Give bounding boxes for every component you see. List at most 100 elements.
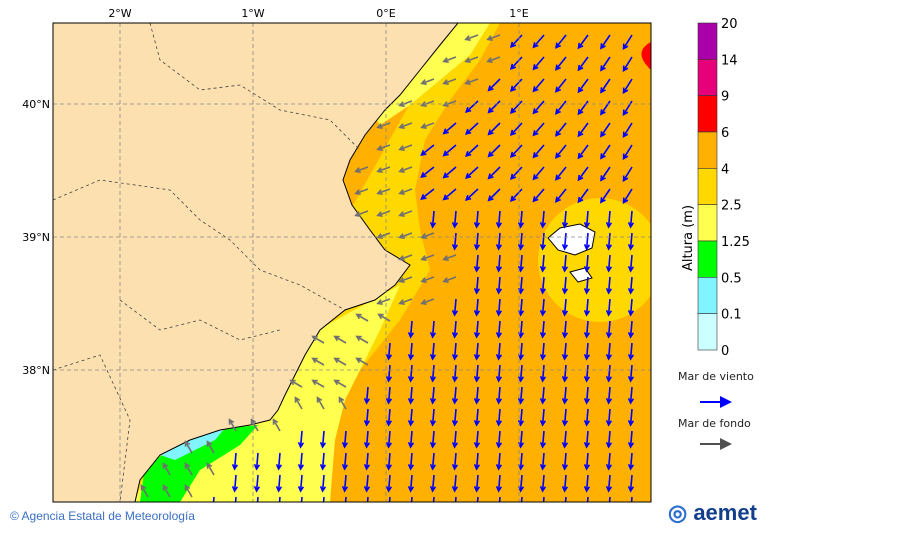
wind-sea-arrow	[600, 122, 611, 138]
wind-sea-arrow	[583, 364, 591, 383]
swell-arrow	[184, 484, 193, 498]
wind-sea-arrow	[577, 122, 589, 138]
wind-sea-arrow	[495, 408, 503, 427]
wind-sea-arrow	[509, 166, 523, 180]
swell-arrow	[355, 335, 369, 344]
wind-sea-arrow	[627, 298, 635, 317]
swell-arrow	[354, 166, 369, 173]
wind-sea-label: Mar de viento	[678, 370, 754, 383]
colorbar-segment	[697, 59, 718, 96]
wind-sea-arrow	[539, 232, 547, 251]
wind-sea-arrow	[509, 122, 523, 136]
wind-sea-arrow	[442, 188, 457, 201]
wind-sea-arrow	[407, 320, 415, 339]
swell-arrow	[420, 122, 435, 129]
colorbar-tick-label: 0.5	[721, 271, 742, 286]
swell-arrow	[162, 462, 171, 476]
sea-red	[641, 42, 651, 70]
swell-arrow	[316, 396, 325, 410]
wind-sea-arrow	[363, 386, 371, 405]
colorbar-tick-label: 0	[721, 344, 729, 359]
swell-arrow	[250, 418, 259, 432]
wind-sea-arrow	[627, 386, 635, 405]
wind-sea-arrow	[622, 122, 633, 139]
wind-sea-arrow	[385, 386, 393, 405]
wind-sea-arrow	[432, 496, 435, 502]
swell-arrow	[376, 298, 391, 305]
colorbar-segment	[697, 131, 718, 169]
swell-arrow	[376, 232, 391, 239]
swell-arrow	[420, 298, 435, 305]
wind-sea-arrow	[495, 254, 503, 273]
wind-sea-arrow	[532, 34, 545, 49]
wind-sea-arrow	[363, 408, 371, 427]
swell-arrow	[420, 100, 435, 107]
wind-sea-arrow	[429, 342, 437, 361]
wind-sea-arrow	[465, 100, 479, 113]
wind-sea-arrow	[622, 34, 633, 51]
wind-sea-arrow	[407, 452, 415, 471]
wind-sea-arrow	[583, 386, 591, 405]
wind-sea-arrow	[495, 210, 503, 229]
colorbar-title: Altura (m)	[681, 205, 696, 271]
wind-sea-arrow	[407, 474, 415, 493]
wind-sea-arrow	[605, 408, 613, 427]
wind-sea-arrow	[605, 342, 613, 361]
wind-sea-arrow	[605, 298, 613, 317]
swell-arrow	[355, 357, 369, 366]
swell-arrow	[420, 78, 435, 85]
wind-sea-arrow	[600, 34, 611, 50]
wind-sea-arrow	[385, 342, 393, 361]
wind-sea-arrow	[495, 474, 503, 493]
colorbar-tick-label: 0.1	[721, 308, 742, 323]
wind-sea-arrow	[577, 144, 589, 160]
wind-sea-arrow	[278, 496, 281, 502]
wind-sea-arrow	[495, 232, 503, 251]
colorbar-tick-label: 4	[721, 162, 729, 177]
wind-sea-arrow	[465, 166, 479, 179]
swell-arrow	[442, 276, 457, 283]
wind-sea-arrow	[509, 78, 523, 92]
wind-sea-arrow	[577, 100, 589, 116]
wind-sea-arrow	[583, 474, 591, 493]
wind-sea-arrow	[275, 452, 283, 471]
wind-sea-arrow	[487, 188, 501, 202]
wind-sea-arrow	[539, 430, 547, 449]
swell-arrow	[333, 379, 347, 388]
wind-sea-arrow	[517, 254, 525, 273]
wind-sea-arrow	[561, 342, 569, 361]
map-frame	[52, 22, 652, 503]
wind-sea-arrow	[275, 474, 283, 493]
wind-sea-arrow	[577, 78, 589, 94]
swell-arrow	[398, 298, 413, 305]
wind-sea-arrow	[539, 210, 547, 229]
wind-sea-arrow	[517, 232, 525, 251]
wind-sea-arrow	[465, 122, 479, 135]
wind-sea-arrow	[605, 210, 613, 229]
wind-sea-arrow	[555, 188, 567, 203]
swell-arrow	[377, 313, 391, 322]
wind-sea-arrow	[539, 452, 547, 471]
wind-sea-arrow	[622, 100, 633, 117]
wind-sea-arrow	[539, 408, 547, 427]
wind-sea-arrow	[605, 474, 613, 493]
lon-label: 1°E	[509, 7, 528, 20]
sea-green	[140, 425, 258, 502]
wind-sea-arrow	[366, 496, 369, 502]
wind-sea-arrow	[429, 386, 437, 405]
swell-arrow	[398, 254, 413, 261]
swell-arrow	[162, 484, 171, 498]
wind-sea-arrow	[583, 298, 591, 317]
wind-sea-arrow	[600, 56, 611, 72]
wind-sea-arrow	[451, 364, 459, 383]
sea-yellow-north	[370, 23, 490, 125]
colorbar-segment	[697, 313, 718, 351]
swell-arrow	[442, 56, 457, 63]
wind-sea-arrow	[495, 386, 503, 405]
wind-sea-arrow	[517, 364, 525, 383]
wind-sea-arrow	[407, 430, 415, 449]
wind-sea-arrow	[605, 364, 613, 383]
lat-label: 40°N	[22, 98, 50, 111]
wind-sea-arrow	[622, 56, 633, 73]
swell-arrow	[184, 440, 193, 454]
